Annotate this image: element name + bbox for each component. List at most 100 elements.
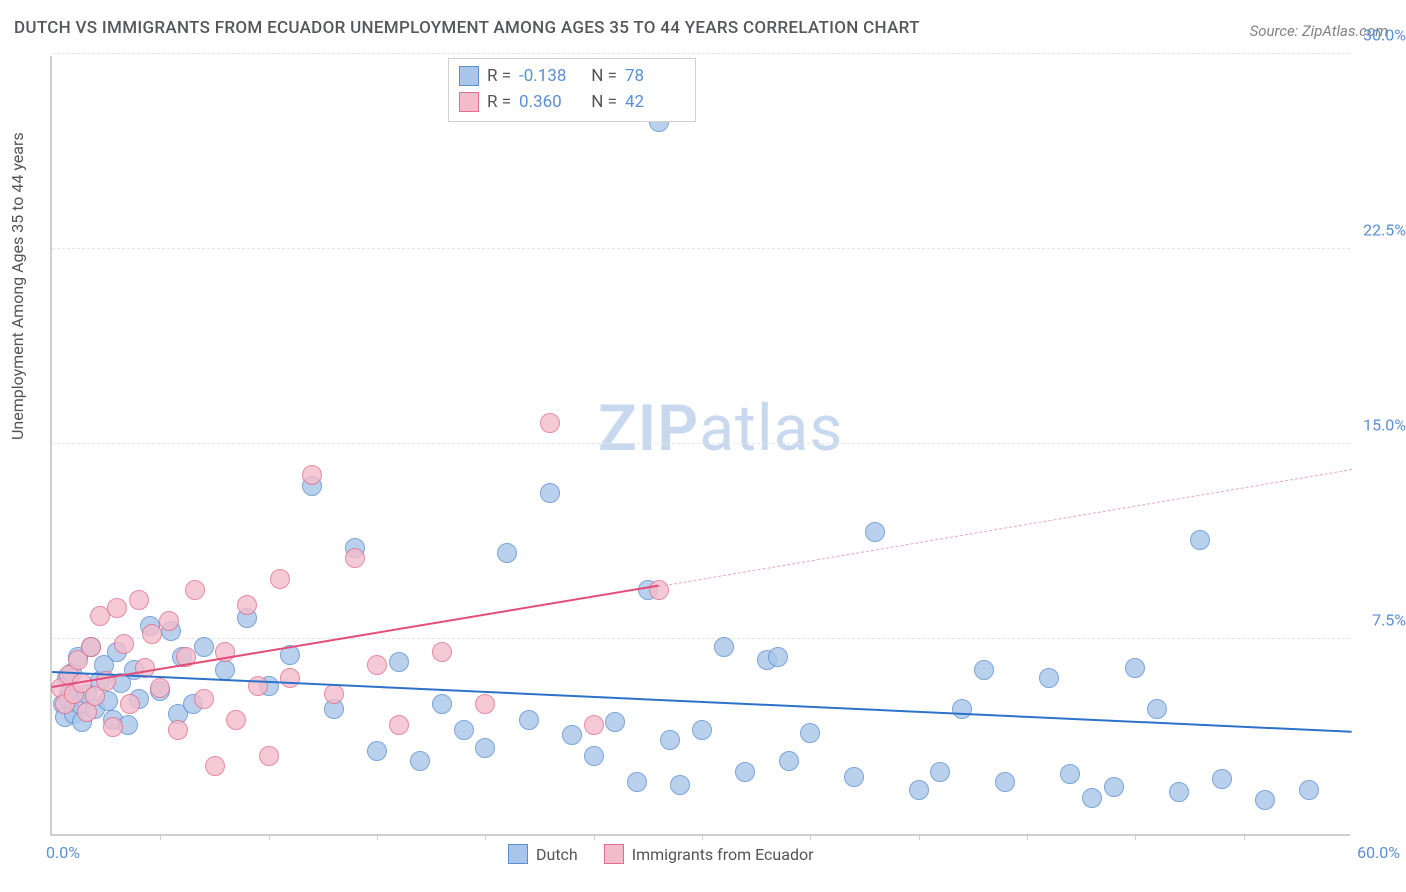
x-tick xyxy=(1027,834,1028,840)
data-point xyxy=(865,522,885,542)
data-point xyxy=(519,710,539,730)
data-point xyxy=(1169,782,1189,802)
stat-label-r: R = xyxy=(487,63,511,89)
data-point xyxy=(779,751,799,771)
legend-item: Immigrants from Ecuador xyxy=(604,844,814,864)
x-tick xyxy=(160,834,161,840)
data-point xyxy=(909,780,929,800)
x-tick xyxy=(810,834,811,840)
data-point xyxy=(259,746,279,766)
y-tick-label: 22.5% xyxy=(1363,221,1406,240)
data-point xyxy=(952,699,972,719)
data-point xyxy=(129,590,149,610)
correlation-chart: DUTCH VS IMMIGRANTS FROM ECUADOR UNEMPLO… xyxy=(0,0,1406,892)
data-point xyxy=(974,660,994,680)
data-point xyxy=(367,655,387,675)
watermark-zip: ZIP xyxy=(598,391,699,466)
data-point xyxy=(670,775,690,795)
x-tick xyxy=(702,834,703,840)
data-point xyxy=(475,738,495,758)
data-point xyxy=(107,598,127,618)
data-point xyxy=(1147,699,1167,719)
data-point xyxy=(120,694,140,714)
data-point xyxy=(454,720,474,740)
data-point xyxy=(627,772,647,792)
data-point xyxy=(215,660,235,680)
stat-label-r: R = xyxy=(487,89,511,115)
data-point xyxy=(237,595,257,615)
stat-label-n: N = xyxy=(587,63,617,89)
data-point xyxy=(475,694,495,714)
stat-value-n: 78 xyxy=(625,63,685,89)
data-point xyxy=(768,647,788,667)
data-point xyxy=(205,756,225,776)
data-point xyxy=(930,762,950,782)
legend-label: Dutch xyxy=(536,845,578,864)
data-point xyxy=(270,569,290,589)
data-point xyxy=(114,634,134,654)
data-point xyxy=(410,751,430,771)
data-point xyxy=(345,548,365,568)
y-tick-label: 30.0% xyxy=(1363,26,1406,45)
plot-area: ZIPatlas 0.0% 60.0% 7.5%15.0%22.5%30.0% xyxy=(50,56,1350,836)
legend-swatch xyxy=(459,66,479,86)
x-tick xyxy=(269,834,270,840)
x-axis-origin: 0.0% xyxy=(46,843,80,862)
data-point xyxy=(605,712,625,732)
stats-row: R =0.360 N =42 xyxy=(459,89,685,115)
data-point xyxy=(389,715,409,735)
legend-label: Immigrants from Ecuador xyxy=(632,845,814,864)
legend-item: Dutch xyxy=(508,844,578,864)
data-point xyxy=(194,689,214,709)
data-point xyxy=(248,676,268,696)
x-tick xyxy=(594,834,595,840)
data-point xyxy=(432,694,452,714)
data-point xyxy=(584,715,604,735)
x-tick xyxy=(1244,834,1245,840)
data-point xyxy=(660,730,680,750)
data-point xyxy=(540,413,560,433)
stat-label-n: N = xyxy=(587,89,617,115)
data-point xyxy=(1212,769,1232,789)
stats-legend: R =-0.138 N =78R =0.360 N =42 xyxy=(448,58,696,122)
data-point xyxy=(302,465,322,485)
y-axis-label: Unemployment Among Ages 35 to 44 years xyxy=(8,132,27,440)
data-point xyxy=(367,741,387,761)
legend-swatch xyxy=(508,844,528,864)
data-point xyxy=(103,717,123,737)
data-point xyxy=(800,723,820,743)
data-point xyxy=(81,637,101,657)
data-point xyxy=(649,580,669,600)
y-tick-label: 7.5% xyxy=(1372,611,1406,630)
x-tick xyxy=(485,834,486,840)
data-point xyxy=(1190,530,1210,550)
gridline xyxy=(52,443,1350,444)
data-point xyxy=(168,720,188,740)
stats-row: R =-0.138 N =78 xyxy=(459,63,685,89)
legend-swatch xyxy=(604,844,624,864)
data-point xyxy=(714,637,734,657)
data-point xyxy=(1255,790,1275,810)
y-tick-label: 15.0% xyxy=(1363,416,1406,435)
data-point xyxy=(1104,777,1124,797)
data-point xyxy=(389,652,409,672)
stat-value-r: 0.360 xyxy=(519,89,579,115)
legend-swatch xyxy=(459,92,479,112)
chart-title: DUTCH VS IMMIGRANTS FROM ECUADOR UNEMPLO… xyxy=(14,18,920,38)
data-point xyxy=(584,746,604,766)
series-legend: Dutch Immigrants from Ecuador xyxy=(508,844,814,864)
data-point xyxy=(142,624,162,644)
data-point xyxy=(432,642,452,662)
data-point xyxy=(159,611,179,631)
data-point xyxy=(735,762,755,782)
data-point xyxy=(1125,658,1145,678)
data-point xyxy=(150,678,170,698)
gridline xyxy=(52,638,1350,639)
trend-line xyxy=(659,469,1352,587)
data-point xyxy=(194,637,214,657)
data-point xyxy=(844,767,864,787)
data-point xyxy=(540,483,560,503)
data-point xyxy=(324,684,344,704)
x-tick xyxy=(1135,834,1136,840)
data-point xyxy=(226,710,246,730)
